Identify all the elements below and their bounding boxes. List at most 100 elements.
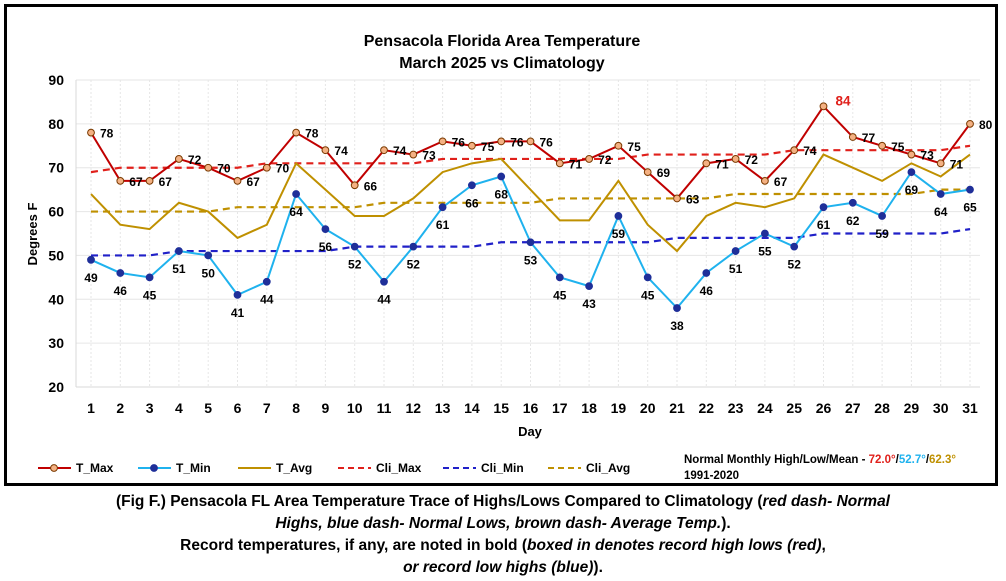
tmax-data-label: 67 xyxy=(774,175,788,189)
tmin-data-label: 59 xyxy=(875,227,889,241)
marker-t-min xyxy=(438,203,447,212)
marker-t-max xyxy=(702,159,711,168)
x-tick-label: 1 xyxy=(87,400,95,416)
x-tick-label: 20 xyxy=(640,400,656,416)
marker-t-min xyxy=(702,269,711,277)
tmax-data-label: 80 xyxy=(979,118,993,132)
marker-t-min xyxy=(673,304,681,312)
marker-t-max xyxy=(350,181,359,190)
marker-t-min xyxy=(878,212,886,220)
tmin-data-label: 59 xyxy=(612,227,626,241)
x-tick-label: 13 xyxy=(435,400,451,416)
tmin-data-label: 51 xyxy=(729,262,743,276)
tmax-data-label: 74 xyxy=(803,144,817,158)
marker-t-min xyxy=(585,282,593,291)
tmax-data-label: 71 xyxy=(950,157,964,171)
marker-t-min xyxy=(380,277,388,286)
normals-low: 52.7° xyxy=(899,454,926,466)
tmax-data-label: 75 xyxy=(627,140,641,154)
marker-t-max xyxy=(262,163,271,172)
tmin-data-label: 69 xyxy=(905,183,919,197)
caption-line-3-italic: boxed in denotes record high lows (red) xyxy=(526,537,822,554)
marker-t-min xyxy=(204,251,213,260)
marker-t-max xyxy=(585,155,593,163)
x-tick-label: 17 xyxy=(552,400,568,416)
marker-t-max xyxy=(204,163,213,172)
marker-t-max xyxy=(907,150,916,159)
tmin-data-label: 51 xyxy=(172,262,186,276)
marker-t-max xyxy=(731,155,740,163)
caption-line-4-italic: or record low highs (blue) xyxy=(403,559,594,576)
tmax-data-label: 67 xyxy=(247,175,261,189)
tmin-data-label: 52 xyxy=(788,258,802,272)
x-axis-label: Day xyxy=(518,424,543,439)
y-axis-label: Degrees F xyxy=(25,203,40,266)
x-tick-label: 14 xyxy=(464,400,480,416)
tmin-data-label: 52 xyxy=(407,258,421,272)
y-tick-label: 50 xyxy=(48,247,64,263)
x-tick-label: 27 xyxy=(845,400,861,416)
marker-t-max xyxy=(673,194,681,203)
marker-t-max xyxy=(116,176,125,185)
series-line-cli-min xyxy=(91,228,971,257)
tmax-data-label: 75 xyxy=(891,140,905,154)
x-tick-label: 4 xyxy=(175,400,183,416)
caption-line-2: Highs, blue dash- Normal Lows, brown das… xyxy=(0,513,1006,535)
legend-marker-t-max xyxy=(50,464,58,472)
grid-lines xyxy=(76,79,980,388)
marker-t-max xyxy=(819,102,828,111)
legend-label: T_Min xyxy=(176,461,211,475)
x-tick-label: 28 xyxy=(874,400,890,416)
tmax-data-label: 71 xyxy=(715,157,729,171)
x-tick-label: 30 xyxy=(933,400,949,416)
marker-t-min xyxy=(848,198,857,207)
marker-t-min xyxy=(145,273,154,282)
tmax-data-label: 74 xyxy=(334,144,348,158)
tmin-data-label: 64 xyxy=(289,205,303,219)
marker-t-min xyxy=(526,238,535,247)
marker-t-min xyxy=(292,190,301,198)
marker-t-max xyxy=(321,146,330,155)
legend-label: T_Max xyxy=(76,461,114,475)
marker-t-max xyxy=(790,146,799,155)
x-tick-label: 6 xyxy=(234,400,242,416)
tmax-data-label: 67 xyxy=(159,175,173,189)
figure-caption: (Fig F.) Pensacola FL Area Temperature T… xyxy=(0,491,1006,579)
tmin-data-label: 65 xyxy=(963,201,977,215)
marker-t-min xyxy=(761,229,769,238)
series-line-cli-max xyxy=(90,144,971,174)
marker-t-min xyxy=(936,190,945,198)
caption-line-1: (Fig F.) Pensacola FL Area Temperature T… xyxy=(0,491,1006,513)
legend-label: Cli_Avg xyxy=(586,461,630,475)
normals-sep2: / xyxy=(926,454,930,466)
tmax-data-label: 84 xyxy=(836,93,852,108)
normals-period: 1991-2020 xyxy=(684,470,739,482)
marker-t-min xyxy=(233,291,242,299)
marker-t-max xyxy=(614,141,623,150)
marker-t-max xyxy=(233,176,242,185)
marker-t-min xyxy=(790,242,799,251)
x-tick-label: 26 xyxy=(816,400,832,416)
tmin-data-label: 49 xyxy=(84,271,98,285)
y-tick-label: 80 xyxy=(48,116,64,132)
tmin-data-label: 55 xyxy=(758,245,772,259)
tmax-data-label: 76 xyxy=(540,135,554,149)
tmin-data-label: 45 xyxy=(641,288,655,302)
marker-t-max xyxy=(761,176,769,185)
caption-line-3: Record temperatures, if any, are noted i… xyxy=(0,535,1006,557)
marker-t-min xyxy=(731,247,740,255)
marker-t-min xyxy=(966,185,974,194)
marker-t-max xyxy=(643,168,652,177)
tmin-data-label: 68 xyxy=(495,187,509,201)
marker-t-min xyxy=(116,269,125,277)
marker-t-max xyxy=(468,141,476,150)
tmax-data-label: 72 xyxy=(188,153,202,167)
tmin-data-label: 52 xyxy=(348,258,362,272)
svg-text:Normal Monthly High/Low/Mean -: Normal Monthly High/Low/Mean - 72.0°/52.… xyxy=(684,454,956,466)
x-tick-label: 2 xyxy=(116,400,124,416)
tmin-data-label: 46 xyxy=(114,284,128,298)
tmax-data-label: 77 xyxy=(862,131,876,145)
marker-t-max xyxy=(848,133,857,141)
caption-line-1-italic: red dash- Normal xyxy=(762,493,890,510)
